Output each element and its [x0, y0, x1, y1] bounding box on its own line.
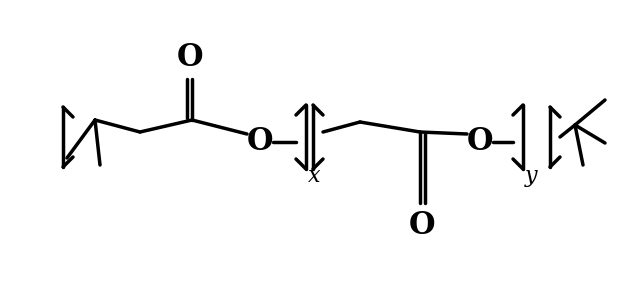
Text: x: x	[308, 165, 321, 187]
Text: O: O	[409, 210, 435, 241]
Text: O: O	[247, 127, 273, 157]
Text: y: y	[525, 165, 538, 187]
Text: O: O	[177, 41, 204, 73]
Text: O: O	[467, 127, 493, 157]
